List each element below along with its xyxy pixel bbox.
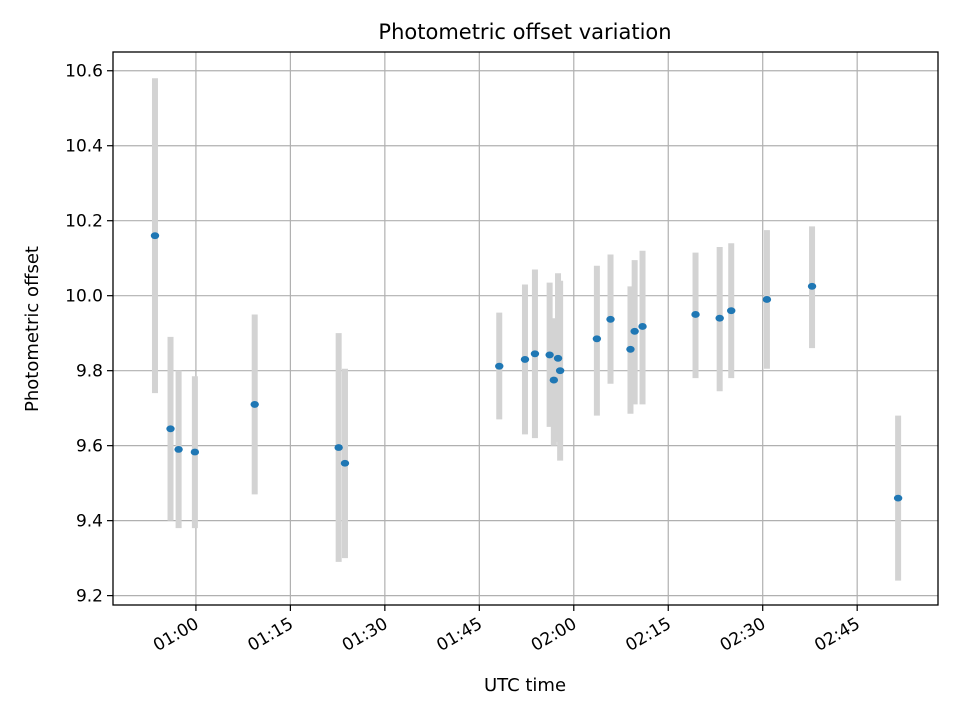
y-tick-label: 10.6 xyxy=(65,62,103,82)
data-points xyxy=(150,232,903,502)
y-axis-label: Photometric offset xyxy=(22,246,43,412)
y-tick-label: 9.8 xyxy=(76,362,103,382)
plot-frame xyxy=(112,51,939,606)
x-axis-label: UTC time xyxy=(484,675,566,696)
data-point xyxy=(630,327,639,335)
data-point xyxy=(715,314,724,322)
data-point xyxy=(691,311,700,318)
data-point xyxy=(166,425,175,433)
y-tick-label: 9.2 xyxy=(76,587,103,607)
data-point xyxy=(762,296,772,303)
data-point xyxy=(250,401,259,408)
data-point xyxy=(626,345,635,353)
data-point xyxy=(174,446,183,453)
data-point xyxy=(549,376,559,384)
data-point xyxy=(340,459,350,467)
data-point xyxy=(555,367,565,375)
y-tick-label: 10.4 xyxy=(65,137,103,157)
data-point xyxy=(190,448,200,456)
data-point xyxy=(545,351,554,359)
data-point xyxy=(334,444,343,451)
data-point xyxy=(638,323,647,330)
data-point xyxy=(727,307,736,315)
data-point xyxy=(807,282,817,290)
y-axis-ticks: 9.2 9.4 9.6 9.8 10.0 10.2 10.4 10.6 xyxy=(65,62,113,607)
y-tick-label: 9.6 xyxy=(76,437,103,457)
data-point xyxy=(592,335,602,343)
data-point xyxy=(530,350,540,358)
data-point xyxy=(520,356,530,363)
y-tick-label: 10.2 xyxy=(65,212,103,232)
y-tick-label: 10.0 xyxy=(65,287,103,307)
data-point xyxy=(495,362,504,370)
data-point xyxy=(553,354,563,362)
y-tick-label: 9.4 xyxy=(76,512,103,532)
data-point xyxy=(606,315,615,323)
data-point xyxy=(150,232,160,240)
chart-title: Photometric offset variation xyxy=(378,20,671,44)
data-point xyxy=(893,494,903,502)
